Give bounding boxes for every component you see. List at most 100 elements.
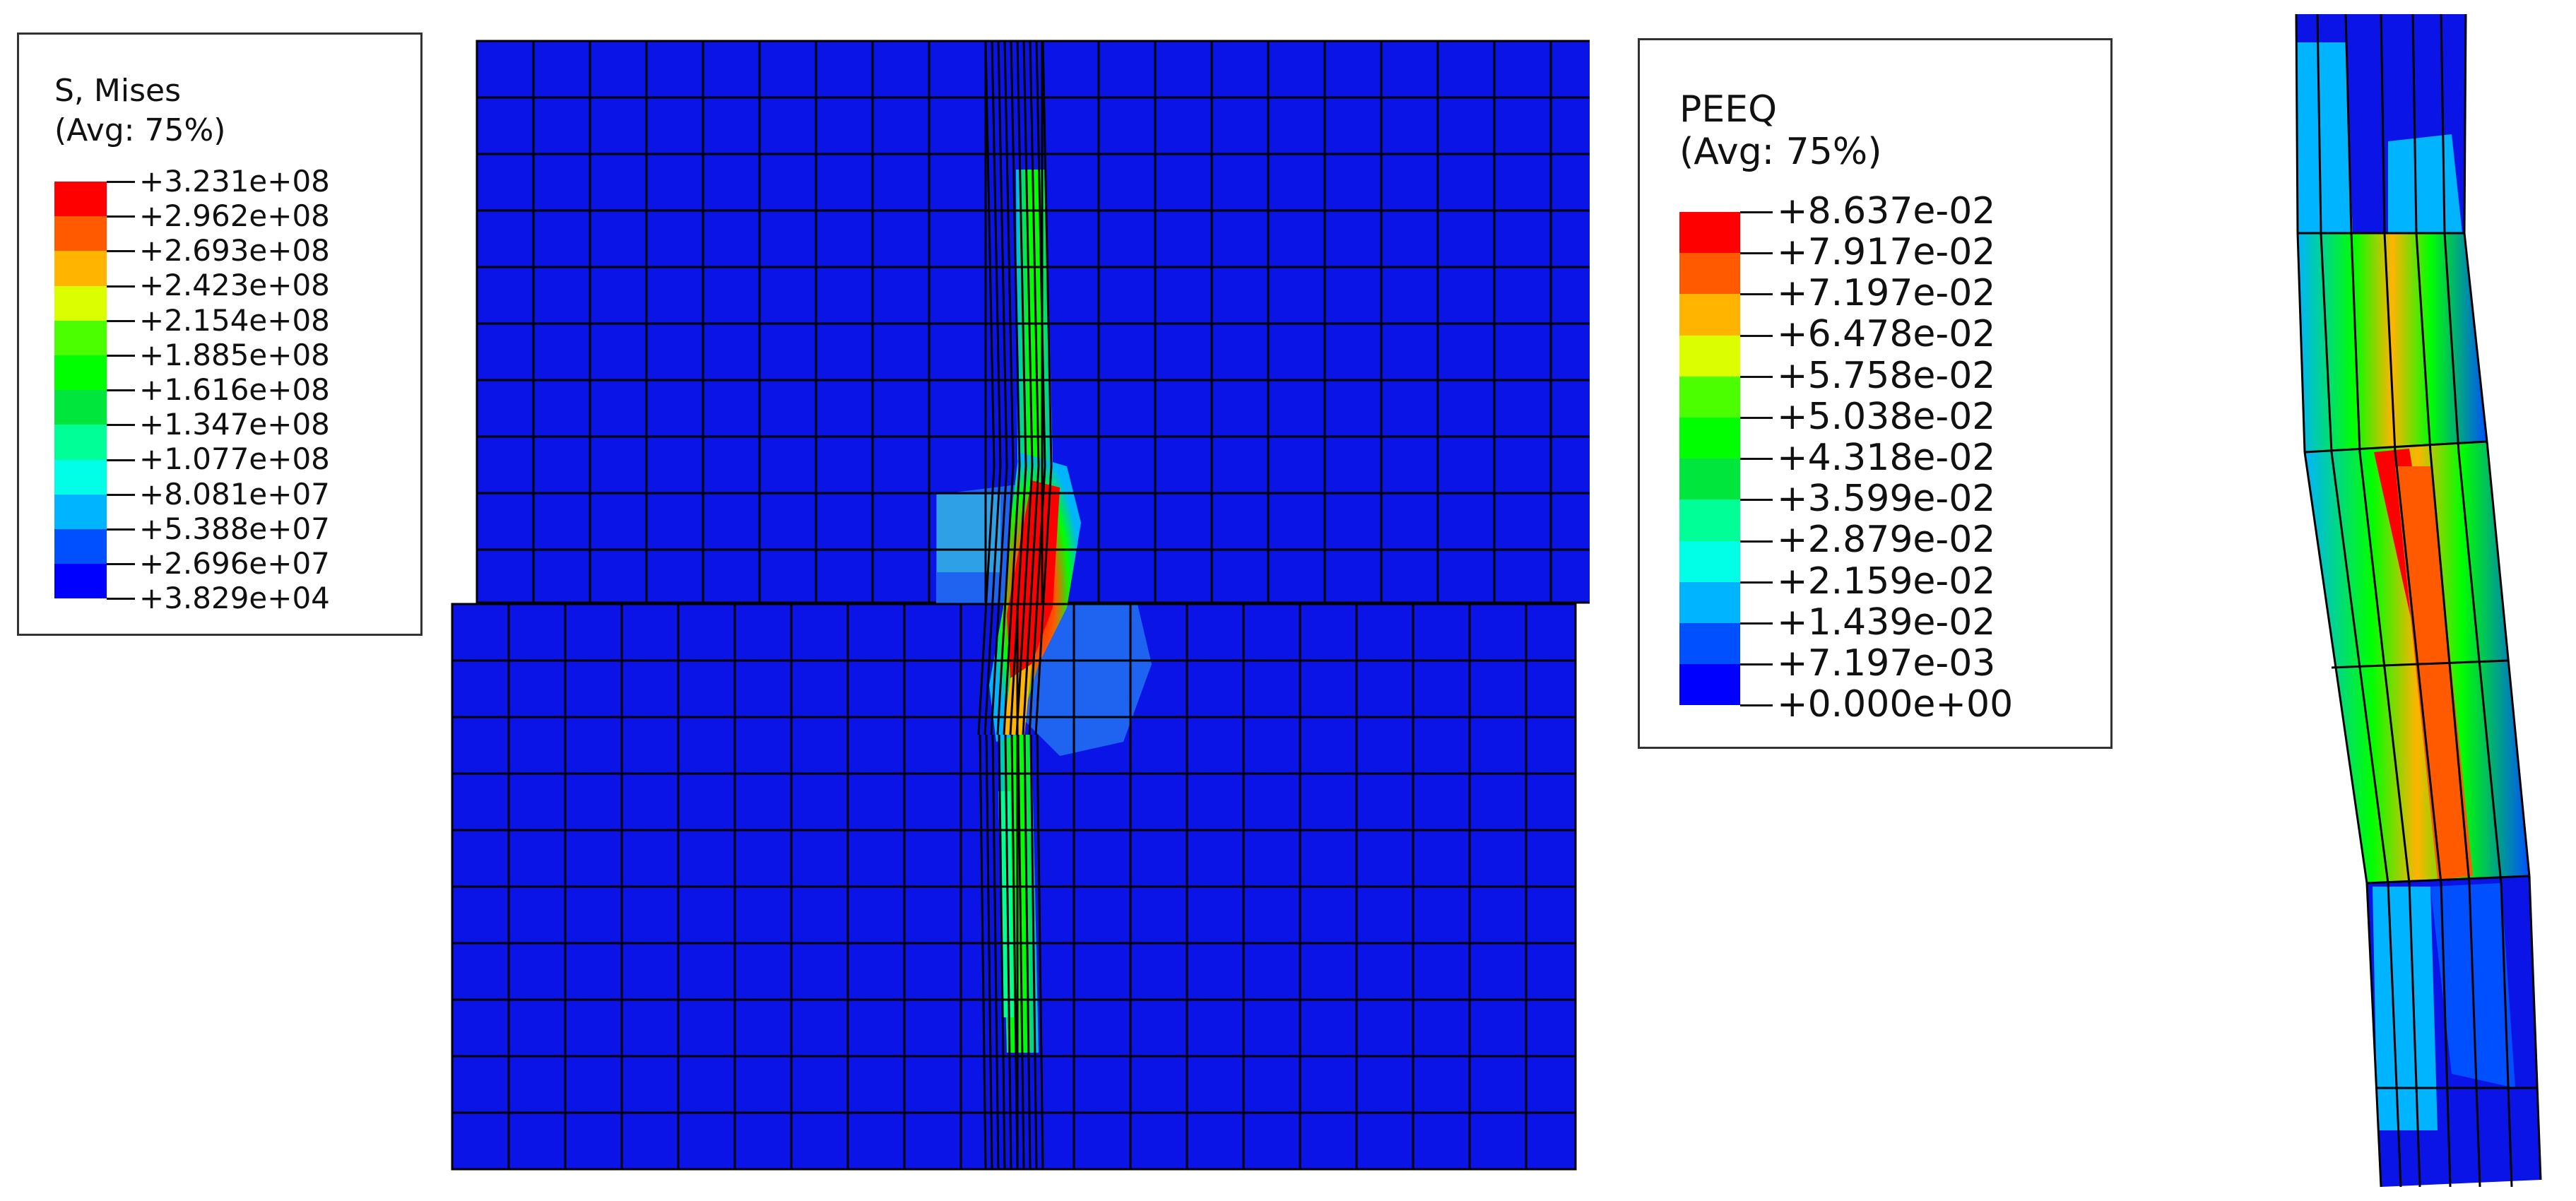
peeq-swatch xyxy=(1679,458,1740,500)
fe-model-main-view xyxy=(451,40,1590,1171)
peeq-swatch xyxy=(1679,212,1740,254)
mises-swatch xyxy=(54,182,107,217)
weld-mesh-line xyxy=(984,40,995,467)
detail-mesh-line xyxy=(2463,13,2467,234)
mises-swatch xyxy=(54,459,107,495)
peeq-tick xyxy=(1740,293,1773,296)
detail-mesh-line xyxy=(2443,232,2460,453)
weld-mesh-line xyxy=(1041,40,1053,467)
peeq-tick xyxy=(1740,540,1773,543)
peeq-swatch xyxy=(1679,664,1740,706)
peeq-swatch xyxy=(1679,376,1740,418)
detail-mesh-line xyxy=(2330,451,2389,884)
detail-mesh-line xyxy=(2440,882,2452,1188)
weld-mesh-line xyxy=(1016,40,1027,467)
detail-mesh-line xyxy=(2331,659,2509,669)
weld-mesh-line xyxy=(977,466,995,735)
fe-model-detail-view xyxy=(2295,13,2542,1188)
mises-color-scale: +3.231e+08 +2.962e+08 +2.693e+08 +2.423e+08… xyxy=(19,35,420,634)
detail-mesh-line xyxy=(2365,882,2382,1188)
mises-swatch xyxy=(54,320,107,355)
detail-mesh-line xyxy=(2296,232,2306,453)
weld-mesh-line xyxy=(1028,466,1046,735)
weld-mesh-line xyxy=(997,40,1008,467)
peeq-legend-subtitle: (Avg: 75%) xyxy=(1679,131,1882,173)
mises-swatch xyxy=(54,251,107,286)
mises-swatch xyxy=(54,529,107,564)
weld-mesh-line xyxy=(1022,466,1040,735)
mises-tick xyxy=(107,250,135,253)
peeq-tick xyxy=(1740,334,1773,337)
peeq-value-label: +4.318e-02 xyxy=(1777,437,1996,479)
detail-mesh-line xyxy=(2304,440,2488,454)
peeq-value-label: +0.000e+00 xyxy=(1777,683,2014,726)
weld-mesh-line xyxy=(998,734,1006,1170)
peeq-value-label: +6.478e-02 xyxy=(1777,313,1996,356)
detail-mesh-line xyxy=(2316,13,2322,234)
mises-value-label: +2.693e+08 xyxy=(139,233,330,268)
mises-value-label: +3.829e+04 xyxy=(139,581,330,616)
detail-mesh-line xyxy=(2358,451,2411,884)
detail-mesh-line xyxy=(2295,13,2299,234)
mises-swatch xyxy=(54,285,107,321)
weld-mesh-line xyxy=(990,466,1008,735)
peeq-swatch xyxy=(1679,253,1740,295)
peeq-value-label: +1.439e-02 xyxy=(1777,600,1996,644)
weld-mesh-line xyxy=(979,734,987,1170)
detail-strip xyxy=(2296,14,2541,1187)
peeq-tick xyxy=(1740,581,1773,584)
weld-mesh-line xyxy=(991,40,1002,467)
detail-mesh-line xyxy=(2528,875,2542,1181)
mises-tick xyxy=(107,598,135,600)
mises-value-label: +3.231e+08 xyxy=(139,163,330,199)
weld-mesh-line xyxy=(1003,40,1015,467)
peeq-value-label: +5.758e-02 xyxy=(1777,354,1996,397)
mises-tick xyxy=(107,319,135,322)
mises-tick xyxy=(107,285,135,288)
detail-mesh-line xyxy=(2468,882,2481,1188)
mises-value-label: +2.962e+08 xyxy=(139,199,330,233)
detail-mesh-line xyxy=(2457,451,2503,884)
weld-mesh-line xyxy=(991,734,1000,1170)
mises-value-label: +1.347e+08 xyxy=(139,407,330,442)
mises-value-label: +1.077e+08 xyxy=(139,442,330,477)
weld-mesh-line xyxy=(1029,734,1038,1170)
detail-mesh-line xyxy=(2344,13,2353,234)
peeq-value-label: +7.197e-03 xyxy=(1777,642,1996,685)
peeq-swatch xyxy=(1679,581,1740,623)
weld-mesh-line xyxy=(1009,466,1027,735)
weld-mesh-line xyxy=(1017,734,1025,1170)
peeq-value-label: +3.599e-02 xyxy=(1777,478,1996,521)
peeq-legend-title: PEEQ xyxy=(1679,88,1777,131)
peeq-swatch xyxy=(1679,623,1740,665)
peeq-value-label: +7.917e-02 xyxy=(1777,231,1996,273)
detail-mesh-line xyxy=(2366,875,2530,885)
weld-mesh-line xyxy=(1015,466,1034,735)
detail-mesh-line xyxy=(2486,441,2531,877)
detail-mesh-line xyxy=(2415,232,2432,453)
peeq-value-label: +7.197e-02 xyxy=(1777,272,1996,315)
weld-mesh-line xyxy=(1034,466,1053,735)
mises-swatch xyxy=(54,564,107,599)
peeq-value-label: +2.879e-02 xyxy=(1777,519,1996,562)
mises-swatch xyxy=(54,494,107,529)
detail-mesh-line xyxy=(2394,451,2442,884)
mises-value-label: +2.154e+08 xyxy=(139,302,330,338)
mises-value-label: +5.388e+07 xyxy=(139,511,330,546)
detail-mesh-line xyxy=(2411,13,2418,234)
detail-mesh-line xyxy=(2320,232,2333,453)
mises-tick xyxy=(107,355,135,357)
mises-value-label: +2.696e+07 xyxy=(139,546,330,581)
detail-mesh-line xyxy=(2463,232,2488,442)
peeq-tick xyxy=(1740,704,1773,707)
weld-mesh-line xyxy=(1004,734,1012,1170)
mises-tick xyxy=(107,389,135,392)
mises-tick xyxy=(107,563,135,566)
weld-mesh-line xyxy=(1003,466,1021,735)
peeq-value-label: +2.159e-02 xyxy=(1777,560,1996,603)
weld-mesh-line xyxy=(1036,734,1044,1170)
peeq-tick xyxy=(1740,663,1773,666)
peeq-tick xyxy=(1740,417,1773,419)
mises-value-label: +8.081e+07 xyxy=(139,476,330,511)
peeq-tick xyxy=(1740,499,1773,502)
